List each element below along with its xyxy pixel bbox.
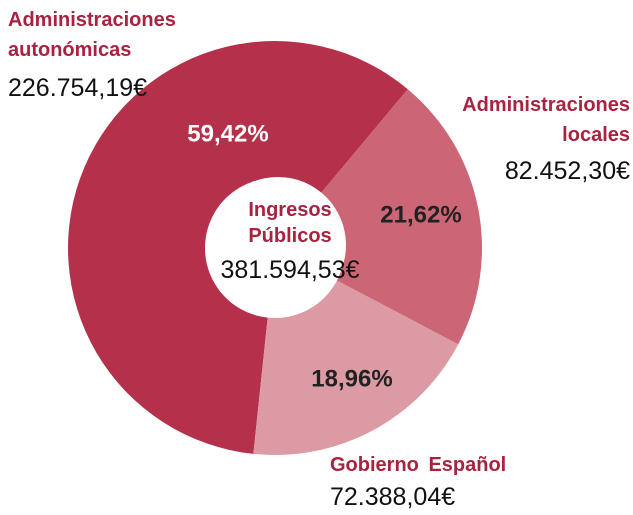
percent-label: 18,96% [311, 365, 392, 392]
amount-label: 226.754,19€ [8, 74, 148, 102]
amount-label: 72.388,04€ [330, 483, 456, 511]
category-label: Gobierno Español [330, 454, 507, 476]
percent-label: 21,62% [380, 201, 461, 228]
amount-label: 82.452,30€ [504, 157, 630, 185]
donut-hole [210, 177, 346, 313]
donut-segment [253, 280, 459, 456]
donut-segment [319, 89, 483, 345]
category-label: Administraciones autonómicas [8, 9, 176, 61]
center-value: 381.594,53€ [220, 256, 360, 284]
category-label: Administraciones locales [462, 94, 630, 146]
donut-segment [67, 40, 408, 454]
center-title: Ingresos Públicos [248, 199, 332, 247]
percent-label: 59,42% [187, 120, 268, 147]
